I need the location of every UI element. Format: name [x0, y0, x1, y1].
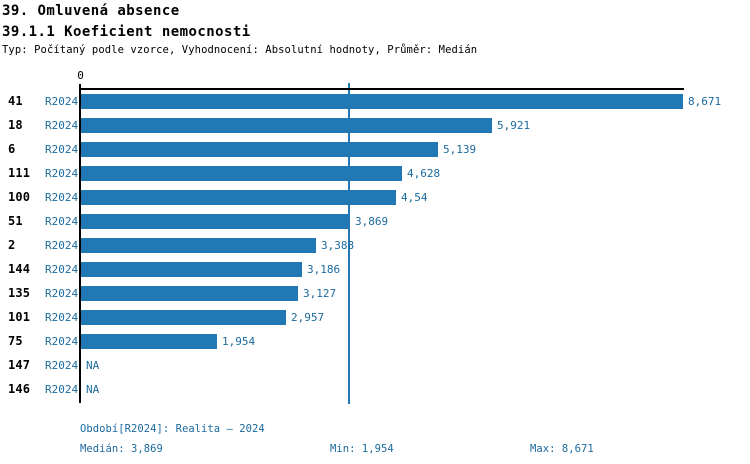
row-id-label: 146	[8, 382, 31, 396]
x-axis-line	[79, 88, 684, 90]
row-id-label: 2	[8, 238, 16, 252]
y-axis-line	[79, 84, 81, 403]
footer-max: Max: 8,671	[530, 443, 594, 455]
row-series-label: R2024	[45, 359, 79, 372]
row-id-label: 144	[8, 262, 31, 276]
row-series-label: R2024	[45, 167, 79, 180]
row-id-label: 147	[8, 358, 31, 372]
bar-value-label: 3,186	[307, 263, 341, 276]
row-series-label: R2024	[45, 239, 79, 252]
bar-value-label: 5,921	[497, 119, 531, 132]
bar	[81, 238, 316, 253]
row-id-label: 111	[8, 166, 31, 180]
row-id-label: 135	[8, 286, 31, 300]
row-id-label: 75	[8, 334, 23, 348]
row-series-label: R2024	[45, 191, 79, 204]
row-id-label: 6	[8, 142, 16, 156]
row-series-label: R2024	[45, 263, 79, 276]
bar-value-label: 1,954	[222, 335, 256, 348]
bar	[81, 190, 396, 205]
bar	[81, 310, 286, 325]
bar	[81, 214, 350, 229]
row-id-label: 18	[8, 118, 23, 132]
bar	[81, 286, 298, 301]
bar-value-label: 2,957	[291, 311, 325, 324]
row-id-label: 41	[8, 94, 23, 108]
row-series-label: R2024	[45, 119, 79, 132]
axis-origin-label: 0	[77, 69, 84, 82]
row-series-label: R2024	[45, 311, 79, 324]
bar-value-label: 5,139	[443, 143, 477, 156]
bar	[81, 334, 217, 349]
bar	[81, 262, 302, 277]
bar-value-label: 3,869	[355, 215, 389, 228]
bar-value-label: 3,388	[321, 239, 355, 252]
page-title: 39. Omluvená absence	[2, 3, 180, 19]
bar	[81, 142, 438, 157]
chart-title: 39.1.1 Koeficient nemocnosti	[2, 24, 251, 40]
row-id-label: 51	[8, 214, 23, 228]
bar-value-label: 4,54	[401, 191, 428, 204]
bar-value-label: 8,671	[688, 95, 722, 108]
footer-period: Období[R2024]: Realita – 2024	[80, 423, 265, 435]
bar	[81, 118, 492, 133]
row-series-label: R2024	[45, 287, 79, 300]
bar-value-label: 4,628	[407, 167, 441, 180]
chart-subtitle: Typ: Počítaný podle vzorce, Vyhodnocení:…	[2, 44, 478, 56]
bar	[81, 94, 683, 109]
row-series-label: R2024	[45, 143, 79, 156]
row-id-label: 101	[8, 310, 31, 324]
na-label: NA	[86, 383, 100, 396]
row-id-label: 100	[8, 190, 31, 204]
row-series-label: R2024	[45, 95, 79, 108]
row-series-label: R2024	[45, 335, 79, 348]
footer-min: Min: 1,954	[330, 443, 394, 455]
bar-value-label: 3,127	[303, 287, 337, 300]
median-gridline	[348, 83, 350, 404]
na-label: NA	[86, 359, 100, 372]
row-series-label: R2024	[45, 215, 79, 228]
footer-median: Medián: 3,869	[80, 443, 163, 455]
row-series-label: R2024	[45, 383, 79, 396]
bar	[81, 166, 402, 181]
